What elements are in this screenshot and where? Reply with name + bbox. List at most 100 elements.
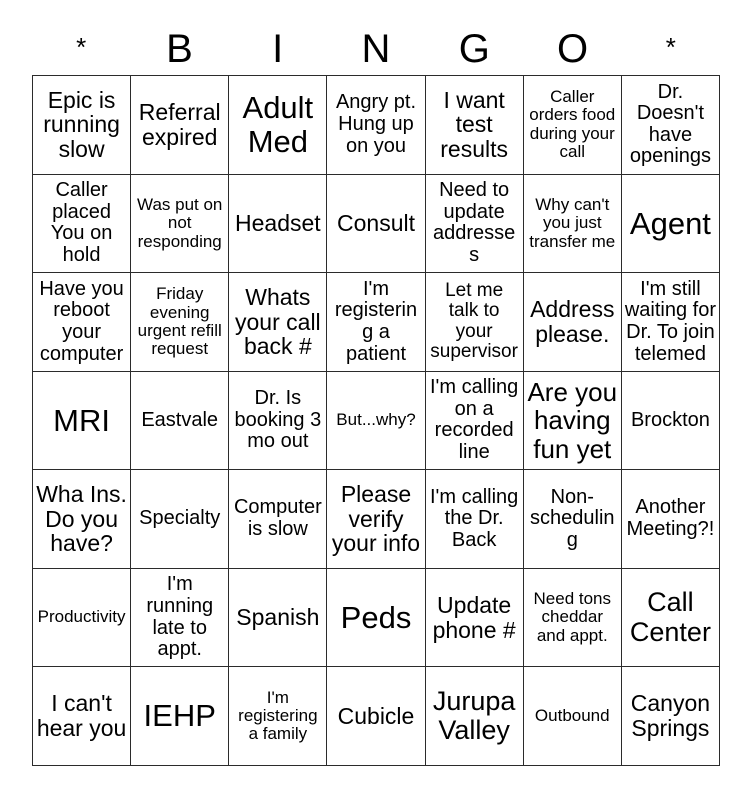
- bingo-cell[interactable]: Wha Ins. Do you have?: [33, 470, 132, 569]
- bingo-cell-label: Whats your call back #: [235, 283, 321, 360]
- bingo-cell-label: I'm still waiting for Dr. To join teleme…: [624, 277, 716, 365]
- bingo-cell[interactable]: Specialty: [131, 470, 230, 569]
- bingo-cell[interactable]: Canyon Springs: [621, 667, 720, 766]
- bingo-cell[interactable]: I'm still waiting for Dr. To join teleme…: [621, 273, 720, 372]
- bingo-cell-label: Headset: [235, 209, 321, 236]
- bingo-cell-label: Dr. Doesn't have openings: [629, 80, 712, 168]
- bingo-cell[interactable]: Productivity: [33, 568, 132, 668]
- bingo-cell-label: I'm running late to appt.: [146, 573, 214, 661]
- bingo-cell-label: I'm calling the Dr. Back: [429, 485, 519, 551]
- bingo-cell-label: Eastvale: [141, 408, 219, 431]
- bingo-cell-label: Cubicle: [337, 702, 415, 729]
- bingo-cell[interactable]: Agent: [621, 174, 720, 274]
- bingo-cell[interactable]: I'm running late to appt.: [131, 568, 230, 668]
- bingo-cell-label: I'm registering a patient: [334, 277, 418, 365]
- bingo-cell[interactable]: I can't hear you: [33, 667, 132, 766]
- header-letter-g: G: [458, 26, 490, 71]
- bingo-cell[interactable]: Outbound: [523, 667, 622, 766]
- bingo-cell[interactable]: Referral expired: [131, 76, 230, 175]
- bingo-cell[interactable]: Another Meeting?!: [621, 470, 720, 569]
- bingo-cell[interactable]: I'm registering a patient: [327, 273, 426, 372]
- bingo-cell[interactable]: Eastvale: [131, 371, 230, 471]
- bingo-cell-label: Agent: [629, 205, 711, 241]
- bingo-cell[interactable]: Angry pt. Hung up on you: [327, 76, 426, 175]
- bingo-cell-label: Please verify your info: [331, 480, 421, 557]
- bingo-cell[interactable]: Call Center: [621, 568, 720, 668]
- bingo-cell[interactable]: Epic is running slow: [33, 76, 132, 175]
- bingo-cell-label: Angry pt. Hung up on you: [335, 91, 417, 157]
- bingo-cell-label: Caller orders food during your call: [529, 87, 616, 162]
- bingo-cell[interactable]: Was put on not responding: [131, 174, 230, 274]
- bingo-cell-label: Are you having fun yet: [527, 377, 618, 464]
- bingo-cell[interactable]: IEHP: [131, 667, 230, 766]
- bingo-cell[interactable]: Caller orders food during your call: [523, 76, 622, 175]
- bingo-cell-label: Non-scheduling: [530, 485, 615, 551]
- bingo-cell[interactable]: Dr. Is booking 3 mo out: [229, 371, 328, 471]
- bingo-cell[interactable]: MRI: [33, 371, 132, 471]
- bingo-cell[interactable]: Spanish: [229, 568, 328, 668]
- header-letter-o: O: [557, 26, 589, 71]
- bingo-cell-label: Why can't you just transfer me: [529, 194, 616, 251]
- bingo-cell-label: Specialty: [139, 507, 221, 530]
- bingo-cell[interactable]: I'm registering a family: [229, 667, 328, 766]
- bingo-cell-label: MRI: [53, 402, 110, 438]
- bingo-cell-label: I can't hear you: [36, 690, 127, 742]
- bingo-cell-label: I want test results: [440, 86, 508, 163]
- bingo-cell[interactable]: Whats your call back #: [229, 273, 328, 372]
- bingo-cell-label: Epic is running slow: [43, 86, 120, 163]
- bingo-cell-label: Spanish: [236, 604, 320, 631]
- bingo-cell-label: Computer is slow: [233, 496, 322, 541]
- bingo-cell-label: I'm calling on a recorded line: [429, 376, 519, 464]
- bingo-cell[interactable]: But...why?: [327, 371, 426, 471]
- bingo-cell-label: Brockton: [630, 408, 710, 431]
- bingo-cell[interactable]: Are you having fun yet: [523, 371, 622, 471]
- bingo-cell[interactable]: Caller placed You on hold: [33, 174, 132, 274]
- bingo-cell[interactable]: Jurupa Valley: [425, 667, 524, 766]
- bingo-cell-label: IEHP: [143, 698, 216, 734]
- bingo-cell-label: Was put on not responding: [137, 194, 223, 251]
- bingo-cell[interactable]: Address please.: [523, 273, 622, 372]
- bingo-cell[interactable]: Headset: [229, 174, 328, 274]
- bingo-cell-label: Need tons cheddar and appt.: [533, 589, 612, 645]
- bingo-cell[interactable]: Dr. Doesn't have openings: [621, 76, 720, 175]
- bingo-cell[interactable]: Non-scheduling: [523, 470, 622, 569]
- bingo-header-row: * B I N G O *: [32, 22, 720, 75]
- bingo-cell-label: But...why?: [336, 410, 416, 430]
- bingo-cell[interactable]: Brockton: [621, 371, 720, 471]
- bingo-cell[interactable]: Adult Med: [229, 76, 328, 175]
- bingo-cell-label: Jurupa Valley: [432, 686, 516, 746]
- bingo-cell[interactable]: Let me talk to your supervisor: [425, 273, 524, 372]
- bingo-cell[interactable]: Consult: [327, 174, 426, 274]
- bingo-grid: Epic is running slow Referral expired Adul…: [32, 75, 720, 766]
- bingo-cell-label: Outbound: [534, 706, 610, 726]
- bingo-cell[interactable]: I want test results: [425, 76, 524, 175]
- bingo-cell-label: Caller placed You on hold: [50, 179, 113, 266]
- bingo-cell-label: Update phone #: [432, 591, 516, 643]
- bingo-cell[interactable]: Please verify your info: [327, 470, 426, 569]
- bingo-cell[interactable]: I'm calling the Dr. Back: [425, 470, 524, 569]
- bingo-cell[interactable]: Peds: [327, 568, 426, 668]
- header-letter-i: I: [272, 26, 284, 71]
- bingo-cell-label: I'm registering a family: [238, 687, 318, 744]
- bingo-cell[interactable]: Cubicle: [327, 667, 426, 766]
- bingo-cell[interactable]: Need tons cheddar and appt.: [523, 568, 622, 668]
- bingo-cell-label: Call Center: [629, 587, 711, 647]
- bingo-cell-label: Consult: [337, 209, 415, 236]
- header-letter-b: B: [166, 26, 193, 71]
- bingo-cell[interactable]: Need to update addresses: [425, 174, 524, 274]
- bingo-cell-label: Let me talk to your supervisor: [430, 279, 518, 363]
- bingo-cell-label: Friday evening urgent refill request: [137, 284, 222, 359]
- bingo-cell-label: Productivity: [37, 607, 126, 627]
- bingo-cell[interactable]: Computer is slow: [229, 470, 328, 569]
- bingo-cell[interactable]: Update phone #: [425, 568, 524, 668]
- bingo-cell-label: Adult Med: [242, 90, 314, 159]
- bingo-cell[interactable]: Why can't you just transfer me: [523, 174, 622, 274]
- bingo-cell-label: Address please.: [530, 296, 615, 347]
- bingo-cell-label: Canyon Springs: [630, 690, 711, 742]
- bingo-cell-label: Wha Ins. Do you have?: [36, 480, 127, 557]
- bingo-cell[interactable]: I'm calling on a recorded line: [425, 371, 524, 471]
- bingo-cell[interactable]: Friday evening urgent refill request: [131, 273, 230, 372]
- bingo-cell[interactable]: Have you reboot your computer: [33, 273, 132, 372]
- bingo-cell-label: Another Meeting?!: [626, 496, 715, 541]
